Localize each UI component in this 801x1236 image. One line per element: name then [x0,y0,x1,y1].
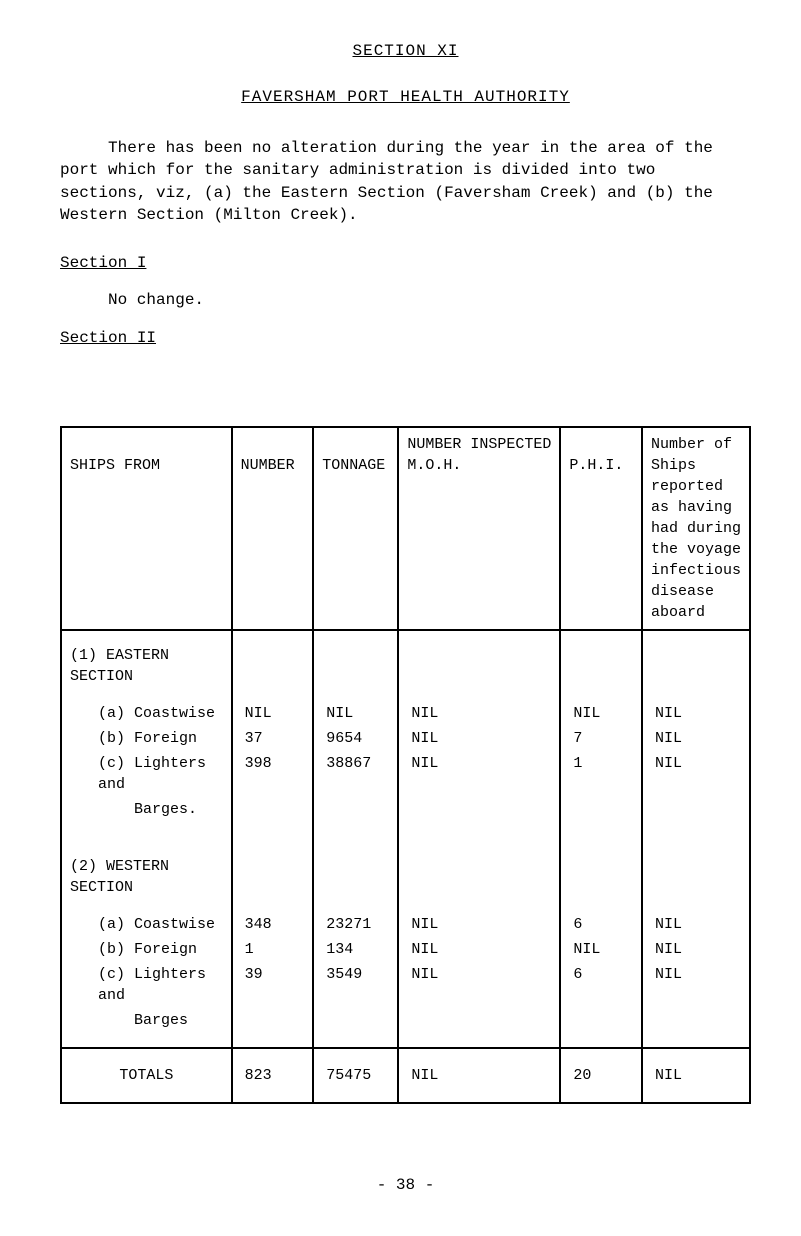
group-2-title: (2) WESTERN SECTION [61,836,232,912]
table-row: Barges. [61,797,750,836]
row-phi: NIL [560,937,642,962]
header-notes: Number of Ships reported as having had d… [642,427,750,630]
row-number: 398 [232,751,314,797]
row-phi: 6 [560,912,642,937]
row-label: (b) Foreign [61,726,232,751]
header-moh: NUMBER INSPECTED M.O.H. [398,427,560,630]
group-2-heading: (2) WESTERN SECTION [61,836,750,912]
section-2-label: Section II [60,327,156,349]
row-number: 39 [232,962,314,1008]
totals-moh: NIL [398,1048,560,1103]
row-moh: NIL [398,701,560,726]
row-tonnage: 134 [313,937,398,962]
totals-number: 823 [232,1048,314,1103]
row-number: NIL [232,701,314,726]
table-header-row: SHIPS FROM NUMBER TONNAGE NUMBER INSPECT… [61,427,750,630]
row-label: Barges. [61,797,232,836]
row-notes: NIL [642,962,750,1008]
row-moh: NIL [398,937,560,962]
row-phi: NIL [560,701,642,726]
row-number: 37 [232,726,314,751]
row-moh: NIL [398,912,560,937]
row-phi: 7 [560,726,642,751]
table-row: Barges [61,1008,750,1048]
header-ships-from: SHIPS FROM [61,427,232,630]
row-label: (a) Coastwise [61,912,232,937]
row-moh: NIL [398,751,560,797]
row-label: (c) Lighters and [61,751,232,797]
row-notes: NIL [642,701,750,726]
table-row: (b) Foreign 1 134 NIL NIL NIL [61,937,750,962]
ships-table: SHIPS FROM NUMBER TONNAGE NUMBER INSPECT… [60,426,751,1104]
group-1-heading: (1) EASTERN SECTION [61,630,750,701]
table-row: (c) Lighters and 398 38867 NIL 1 NIL [61,751,750,797]
row-tonnage: 23271 [313,912,398,937]
totals-phi: 20 [560,1048,642,1103]
intro-paragraph: There has been no alteration during the … [60,137,751,227]
table-row: (b) Foreign 37 9654 NIL 7 NIL [61,726,750,751]
row-tonnage: NIL [313,701,398,726]
row-phi: 1 [560,751,642,797]
table-row: (c) Lighters and 39 3549 NIL 6 NIL [61,962,750,1008]
row-notes: NIL [642,937,750,962]
row-label: Barges [61,1008,232,1048]
header-tonnage: TONNAGE [313,427,398,630]
totals-row: TOTALS 823 75475 NIL 20 NIL [61,1048,750,1103]
row-label: (b) Foreign [61,937,232,962]
row-phi: 6 [560,962,642,1008]
table-row: (a) Coastwise 348 23271 NIL 6 NIL [61,912,750,937]
row-label: (a) Coastwise [61,701,232,726]
row-tonnage: 38867 [313,751,398,797]
page-number: - 38 - [60,1174,751,1196]
totals-tonnage: 75475 [313,1048,398,1103]
group-1-title: (1) EASTERN SECTION [61,630,232,701]
row-tonnage: 9654 [313,726,398,751]
row-number: 348 [232,912,314,937]
row-moh: NIL [398,726,560,751]
row-number: 1 [232,937,314,962]
section-1-label: Section I [60,252,146,274]
row-notes: NIL [642,751,750,797]
row-label: (c) Lighters and [61,962,232,1008]
totals-notes: NIL [642,1048,750,1103]
header-phi: P.H.I. [560,427,642,630]
header-number: NUMBER [232,427,314,630]
totals-label: TOTALS [61,1048,232,1103]
row-moh: NIL [398,962,560,1008]
section-1-text: No change. [108,289,751,311]
table-row: (a) Coastwise NIL NIL NIL NIL NIL [61,701,750,726]
sub-heading: FAVERSHAM PORT HEALTH AUTHORITY [60,86,751,108]
section-heading: SECTION XI [60,40,751,62]
row-notes: NIL [642,912,750,937]
row-tonnage: 3549 [313,962,398,1008]
row-notes: NIL [642,726,750,751]
